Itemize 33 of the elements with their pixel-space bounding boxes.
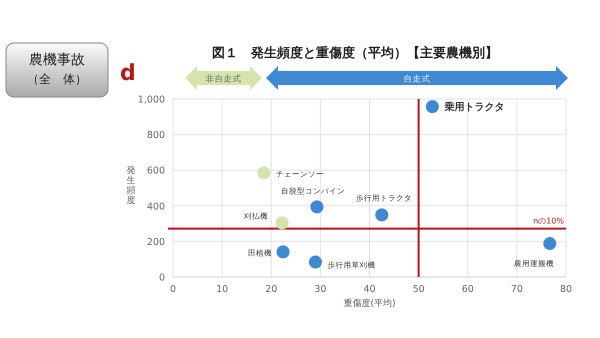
x-tick-label: 70 (510, 284, 523, 295)
x-tick-label: 50 (412, 284, 425, 295)
text: d (120, 61, 136, 86)
x-tick-label: 60 (462, 284, 474, 295)
y-tick-label: 400 (146, 201, 165, 212)
x-tick-label: 30 (314, 284, 326, 295)
y-tick-label: 800 (146, 130, 165, 142)
x-tick-label: 0 (170, 284, 176, 295)
point (308, 256, 322, 269)
point (310, 200, 324, 214)
x-tick-label: 10 (216, 284, 228, 295)
x-tick-label: 20 (265, 284, 278, 295)
y-tick-label: 0 (158, 272, 165, 284)
text: 農機事故 (29, 52, 85, 68)
annotation: 乗用トラクタ (443, 101, 504, 114)
point (276, 216, 289, 230)
point (257, 166, 270, 180)
y-tick-label: 1,000 (138, 94, 165, 106)
ref-line-label: nの10% (533, 216, 564, 226)
y-axis-title: 発生頻度 (126, 165, 136, 206)
x-tick-label: 40 (363, 284, 376, 295)
point (375, 208, 388, 222)
x-axis-title: 重傷度(平均) (343, 298, 396, 309)
x-tick-label: 80 (560, 284, 572, 295)
series-label: 自走式 (404, 74, 430, 84)
y-tick-label: 600 (146, 166, 165, 177)
y-tick-label: 200 (146, 236, 165, 248)
point (276, 245, 290, 258)
point (426, 100, 439, 114)
text: （全 体） (27, 72, 87, 86)
point (543, 237, 556, 250)
chart-title: 図１ 発生頻度と重傷度（平均）【主要農機別】 (212, 45, 498, 61)
legend: 非自走式 自走式 (185, 66, 568, 90)
